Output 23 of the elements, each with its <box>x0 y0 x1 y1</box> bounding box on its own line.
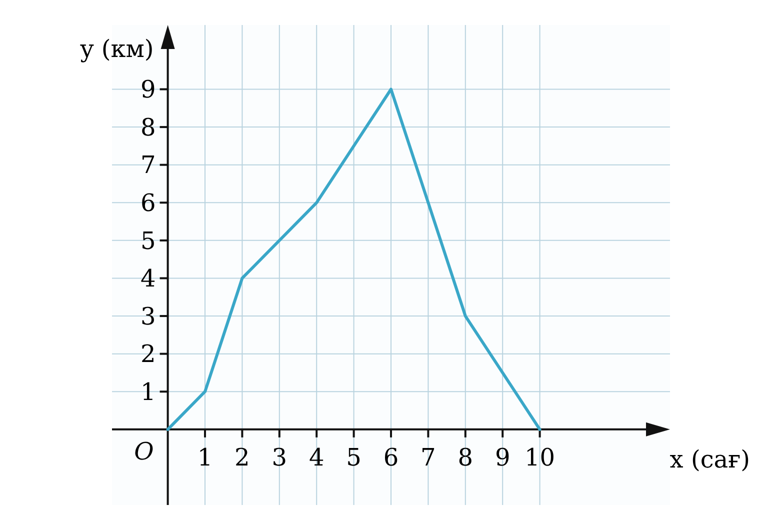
y-tick-label: 3 <box>140 302 156 330</box>
x-axis-title: x (сағ) <box>670 445 750 474</box>
y-axis-title: y (км) <box>79 35 154 63</box>
y-tick-label: 9 <box>140 76 156 104</box>
y-tick-label: 8 <box>140 113 156 142</box>
x-tick-label: 2 <box>234 443 250 472</box>
y-tick-label: 6 <box>140 189 156 218</box>
line-series <box>166 88 542 431</box>
annotation: O <box>134 437 154 466</box>
x-tick-label: 6 <box>383 443 399 472</box>
y-tick-label: 1 <box>140 378 156 406</box>
y-tick-label: 2 <box>140 340 156 368</box>
x-tick-label: 3 <box>272 443 288 472</box>
x-tick-label: 1 <box>197 443 213 472</box>
x-tick-label: 5 <box>346 443 362 472</box>
x-tick-label: 4 <box>308 443 324 472</box>
x-tick-label: 7 <box>420 443 436 472</box>
y-tick-label: 4 <box>140 264 156 293</box>
x-tick-label: 8 <box>458 443 474 472</box>
y-tick-label: 5 <box>140 226 156 255</box>
x-tick-label: 10 <box>524 443 556 472</box>
y-tick-label: 7 <box>140 151 156 180</box>
x-tick-label: 9 <box>494 443 510 472</box>
